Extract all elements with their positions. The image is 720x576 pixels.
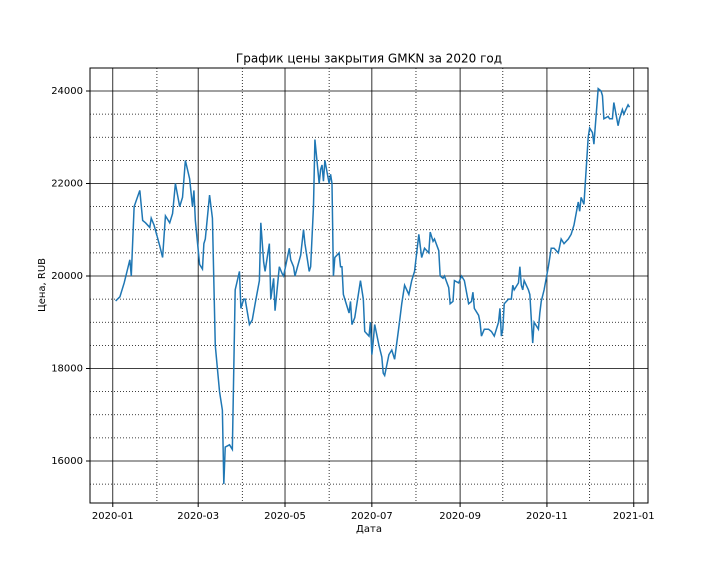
- plot-frame: [89, 67, 649, 504]
- price-line: [115, 87, 631, 485]
- chart-title: График цены закрытия GMKN за 2020 год: [236, 52, 502, 66]
- y-tick-label: 20000: [51, 271, 83, 282]
- x-tick-label: 2020-01: [92, 511, 134, 522]
- x-axis-label: Дата: [356, 524, 382, 535]
- x-tick-label: 2020-07: [351, 511, 393, 522]
- x-tick-label: 2020-03: [177, 511, 219, 522]
- y-tick-label: 16000: [51, 456, 83, 467]
- x-tick-label: 2020-05: [264, 511, 306, 522]
- y-axis-label: Цена, RUB: [37, 258, 48, 312]
- x-tick-label: 2021-01: [613, 511, 655, 522]
- y-tick-label: 24000: [51, 86, 83, 97]
- x-tick-label: 2020-09: [439, 511, 481, 522]
- x-tick-label: 2020-11: [526, 511, 568, 522]
- y-tick-label: 18000: [51, 363, 83, 374]
- y-tick-label: 22000: [51, 178, 83, 189]
